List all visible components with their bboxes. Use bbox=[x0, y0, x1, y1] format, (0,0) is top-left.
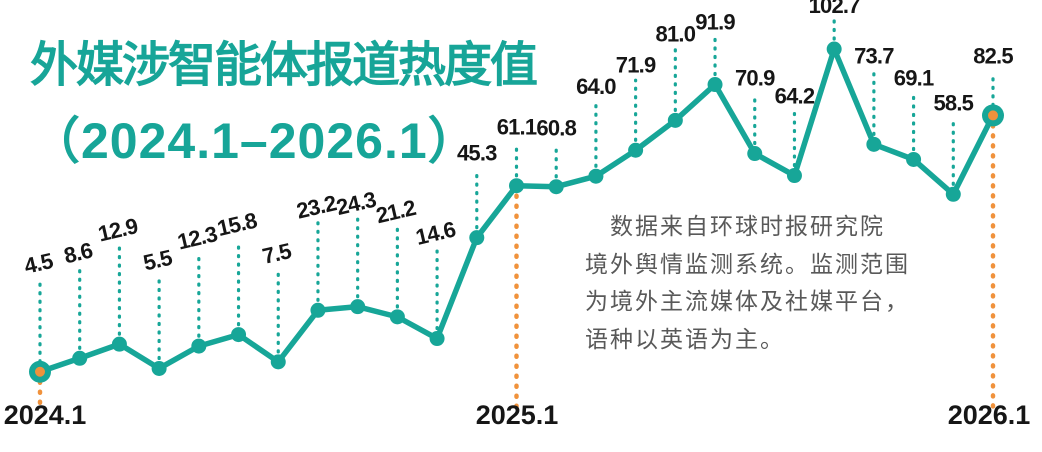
svg-text:81.0: 81.0 bbox=[656, 21, 696, 46]
svg-text:64.2: 64.2 bbox=[775, 84, 815, 109]
svg-text:64.0: 64.0 bbox=[576, 74, 616, 99]
svg-text:82.5: 82.5 bbox=[973, 43, 1013, 68]
svg-text:4.5: 4.5 bbox=[22, 248, 56, 279]
svg-text:14.6: 14.6 bbox=[413, 216, 458, 249]
svg-text:8.6: 8.6 bbox=[61, 237, 95, 268]
svg-text:61.1: 61.1 bbox=[497, 115, 537, 140]
svg-text:5.5: 5.5 bbox=[141, 245, 175, 276]
svg-text:58.5: 58.5 bbox=[933, 90, 973, 115]
svg-text:7.5: 7.5 bbox=[260, 238, 294, 269]
svg-text:91.9: 91.9 bbox=[695, 10, 735, 35]
svg-text:60.8: 60.8 bbox=[536, 116, 576, 141]
svg-text:45.3: 45.3 bbox=[457, 141, 497, 166]
svg-text:70.9: 70.9 bbox=[735, 66, 775, 91]
svg-text:73.7: 73.7 bbox=[854, 43, 894, 68]
svg-text:24.3: 24.3 bbox=[334, 187, 379, 220]
svg-text:15.8: 15.8 bbox=[215, 208, 260, 241]
svg-text:71.9: 71.9 bbox=[616, 52, 656, 77]
svg-text:12.9: 12.9 bbox=[96, 213, 141, 246]
svg-text:102.7: 102.7 bbox=[809, 0, 861, 18]
svg-text:21.2: 21.2 bbox=[374, 195, 419, 228]
svg-text:69.1: 69.1 bbox=[894, 65, 934, 90]
svg-text:23.2: 23.2 bbox=[294, 190, 339, 223]
svg-text:12.3: 12.3 bbox=[175, 221, 220, 254]
